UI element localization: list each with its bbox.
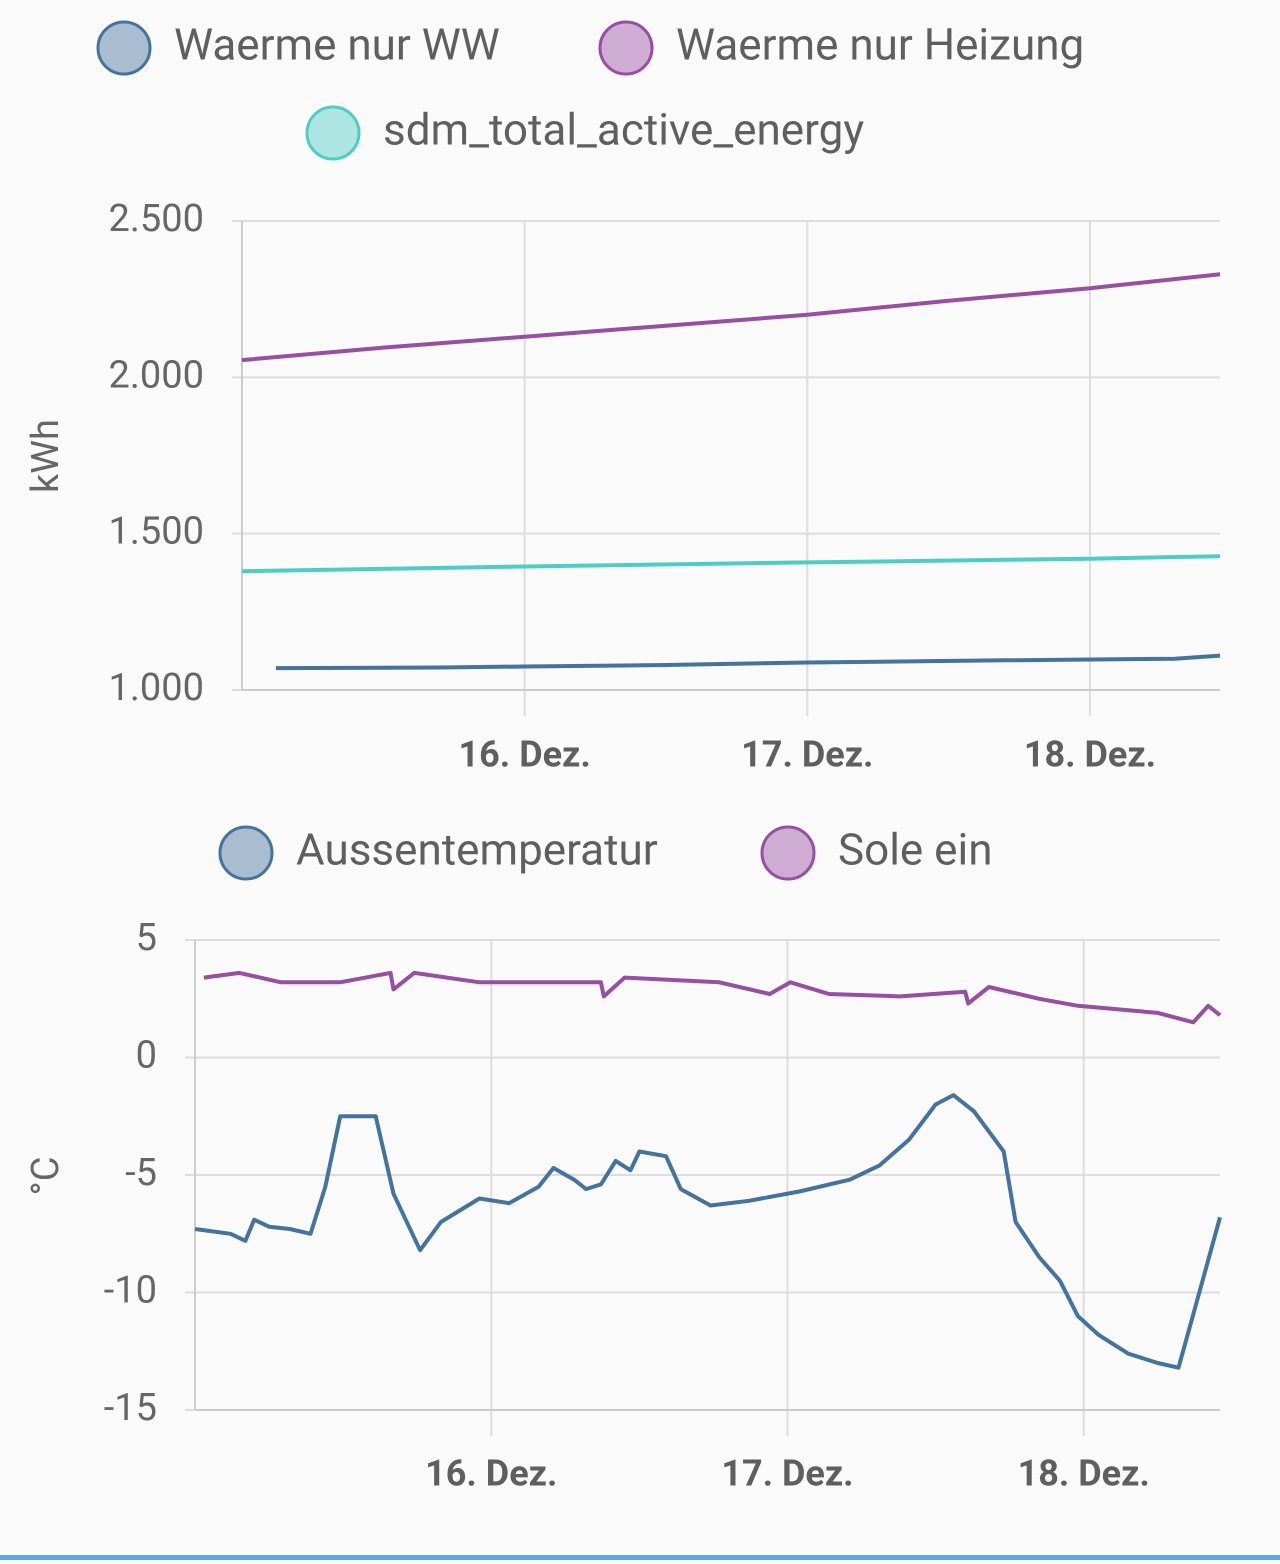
legend-label: Waerme nur Heizung [676,19,1084,71]
y-tick-label: 2.500 [109,197,204,241]
y-tick-label: -15 [104,1386,157,1430]
data-line [241,272,1221,363]
legend-label: Aussentemperatur [296,824,658,876]
y-tick-label: 0 [136,1034,157,1078]
x-tick-label: 17. Dez. [721,1453,853,1495]
x-tick-label: 16. Dez. [459,734,591,776]
x-tick-label: 17. Dez. [741,734,873,776]
y-tick-label: -10 [104,1269,157,1313]
y-tick-label: 2.000 [109,353,204,397]
data-line [275,653,1221,671]
y-axis-label: kWh [24,419,68,493]
legend-marker [96,20,152,76]
legend-label: Waerme nur WW [174,19,500,71]
y-tick-label: 1.500 [109,510,204,554]
y-tick-label: 5 [136,916,157,960]
x-tick-label: 16. Dez. [425,1453,557,1495]
legend-marker [218,825,274,881]
data-line [194,1093,1222,1370]
data-line [241,554,1221,574]
legend-label: sdm_total_active_energy [383,104,864,156]
legend-label: Sole ein [838,824,993,876]
x-tick-label: 18. Dez. [1018,1453,1150,1495]
y-axis-label: °C [24,1157,68,1196]
data-line [203,970,1222,1025]
y-tick-label: 1.000 [109,666,204,710]
y-tick-label: -5 [125,1151,157,1195]
legend-marker [760,825,816,881]
legend-marker [598,20,654,76]
bottom-bar [0,1555,1280,1560]
x-tick-label: 18. Dez. [1024,734,1156,776]
legend-marker [305,105,361,161]
